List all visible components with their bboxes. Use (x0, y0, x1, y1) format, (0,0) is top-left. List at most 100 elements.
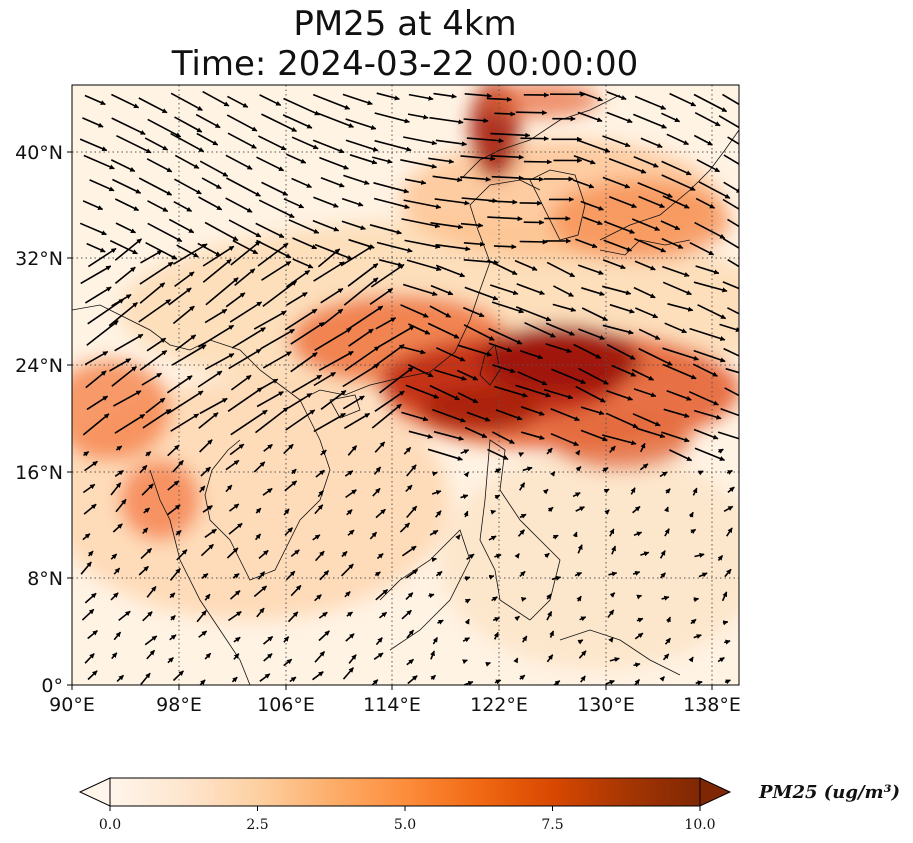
wind-arrow (167, 657, 174, 664)
wind-arrow (283, 443, 294, 455)
wind-arrow (662, 363, 697, 380)
wind-arrow (204, 593, 211, 601)
wind-arrow (520, 405, 545, 416)
wind-arrow (312, 219, 340, 232)
wind-arrow (435, 139, 468, 147)
wind-arrow (174, 178, 202, 195)
wind-arrow (723, 505, 734, 512)
wind-arrow (197, 324, 235, 348)
wind-arrow (611, 545, 617, 555)
wind-arrow (142, 611, 153, 622)
wind-arrow (116, 134, 152, 154)
wind-arrow (464, 426, 488, 439)
wind-arrow (202, 245, 235, 267)
wind-arrow (84, 286, 112, 304)
wind-arrow (659, 676, 665, 682)
wind-arrow (578, 367, 609, 385)
wind-arrow (460, 449, 470, 455)
wind-arrow (225, 197, 253, 213)
wind-arrow (546, 447, 553, 455)
wind-arrow (318, 630, 330, 642)
wind-arrow (227, 132, 257, 149)
wind-arrow (550, 471, 556, 477)
wind-arrow (139, 282, 166, 304)
wind-arrow (632, 413, 661, 427)
wind-arrow (318, 611, 328, 619)
wind-arrow (201, 177, 222, 190)
wind-arrow (457, 392, 479, 404)
wind-arrow (634, 260, 656, 271)
wind-arrow (174, 154, 200, 170)
wind-arrow (489, 284, 519, 296)
wind-arrow (233, 653, 240, 660)
wind-arrow (313, 261, 345, 282)
wind-arrow (575, 506, 585, 512)
wind-arrow (661, 112, 681, 123)
colorbar-tick-label: 5.0 (394, 817, 416, 833)
wind-arrow (638, 347, 673, 366)
wind-arrow (138, 177, 173, 196)
wind-arrow (195, 113, 221, 129)
wind-arrow (347, 445, 358, 456)
wind-arrow (199, 160, 229, 177)
wind-arrow (167, 480, 180, 491)
wind-arrow (463, 324, 495, 341)
wind-arrow (79, 222, 107, 236)
wind-arrow (633, 286, 656, 299)
wind-arrow (204, 221, 239, 242)
wind-arrow (488, 327, 523, 345)
wind-arrow (373, 652, 384, 660)
wind-arrow (109, 358, 132, 372)
wind-arrow (285, 570, 296, 581)
wind-arrow (345, 633, 355, 642)
wind-arrow (488, 574, 495, 580)
wind-arrow (460, 494, 469, 500)
wind-arrow (582, 216, 603, 226)
wind-arrow (343, 174, 370, 185)
wind-arrow (549, 630, 555, 638)
wind-arrow (202, 258, 232, 283)
wind-arrow (141, 483, 154, 496)
wind-arrow (110, 482, 122, 496)
wind-arrow (433, 430, 464, 441)
wind-arrow (373, 197, 410, 210)
wind-arrow (573, 154, 596, 165)
wind-arrow (494, 494, 501, 500)
wind-arrow (229, 301, 263, 323)
wind-arrow (375, 588, 389, 601)
wind-arrow (114, 238, 143, 261)
wind-arrow (114, 333, 144, 352)
wind-arrow (256, 239, 292, 259)
wind-arrow (255, 406, 289, 434)
wind-arrow (636, 427, 666, 439)
colorbar-tick-label: 7.5 (541, 817, 563, 833)
wind-arrow (515, 384, 551, 398)
wind-arrow (314, 243, 353, 260)
wind-arrow (575, 385, 606, 403)
wind-arrow (431, 557, 437, 563)
wind-arrow (661, 160, 692, 176)
wind-arrow (401, 218, 441, 229)
wind-arrow (403, 136, 438, 146)
wind-arrow (169, 567, 181, 581)
wind-arrow (196, 610, 207, 623)
wind-arrow (146, 649, 156, 660)
wind-arrow (256, 391, 284, 408)
wind-arrow (663, 408, 690, 418)
wind-arrow (317, 490, 324, 498)
wind-arrow (255, 222, 285, 239)
wind-arrow (698, 572, 708, 578)
wind-arrow (401, 411, 429, 422)
wind-arrow (661, 595, 670, 601)
wind-arrow (696, 158, 720, 173)
wind-arrow (630, 487, 636, 495)
wind-arrow (662, 265, 690, 277)
wind-arrow (517, 529, 525, 537)
wind-arrow (435, 264, 466, 278)
wind-arrow (513, 657, 519, 664)
colorbar-tick-label: 0.0 (99, 817, 121, 833)
wind-arrow (551, 368, 586, 385)
wind-arrow (408, 323, 431, 335)
map-frame (71, 84, 740, 686)
wind-arrow (553, 285, 574, 298)
